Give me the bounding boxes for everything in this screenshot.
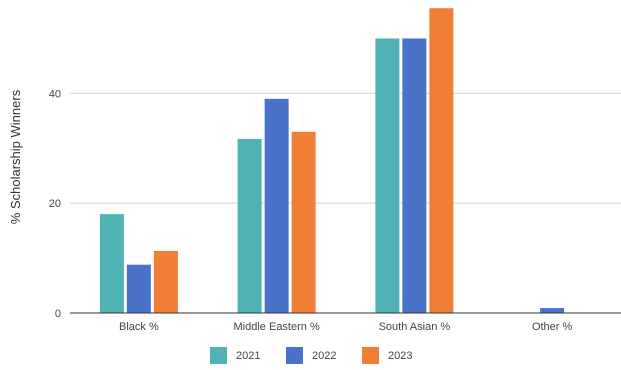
y-axis-label: % Scholarship Winners (8, 89, 23, 224)
legend-swatch-2022 (286, 347, 303, 364)
legend-swatch-2021 (210, 347, 227, 364)
bar-2023-1 (291, 131, 316, 313)
x-tick-label: Black % (119, 321, 159, 333)
legend-label-2022: 2022 (312, 350, 336, 362)
legend-label-2023: 2023 (388, 350, 412, 362)
x-axis-ticks: Black % Middle Eastern % South Asian % Othe… (119, 321, 573, 333)
y-tick-label: 0 (55, 308, 61, 320)
bar-2023-0 (153, 250, 178, 313)
bars (99, 8, 565, 313)
bar-2022-1 (264, 98, 289, 313)
bar-2021-2 (375, 38, 400, 313)
x-tick-label: Middle Eastern % (234, 321, 320, 333)
y-tick-label: 20 (49, 198, 61, 210)
legend-swatch-2023 (362, 347, 379, 364)
bar-2021-1 (237, 138, 262, 313)
bar-2022-2 (402, 38, 427, 313)
bar-2021-0 (99, 214, 124, 313)
y-tick-label: 40 (49, 88, 61, 100)
bar-2022-0 (126, 264, 151, 313)
x-tick-label: South Asian % (379, 321, 451, 333)
gridlines (70, 92, 621, 204)
y-axis-ticks: 0 20 40 (49, 88, 61, 320)
x-tick-label: Other % (532, 321, 573, 333)
legend: 2021 2022 2023 (210, 347, 412, 364)
legend-label-2021: 2021 (236, 350, 260, 362)
bar-2023-2 (429, 8, 454, 313)
bar-2022-3 (540, 308, 565, 313)
